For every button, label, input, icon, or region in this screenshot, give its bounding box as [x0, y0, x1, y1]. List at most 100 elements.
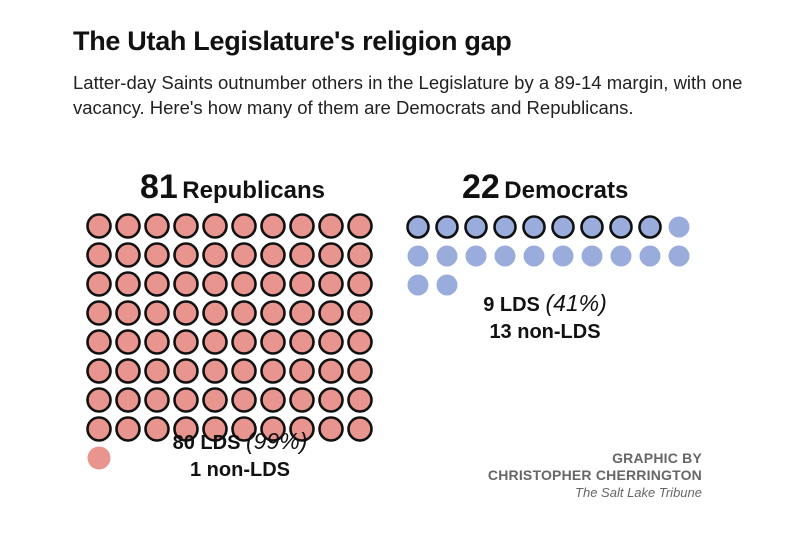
republican-lds-dot: [260, 387, 286, 413]
democrat-non-lds-label: 13 non-LDS: [489, 321, 601, 343]
republican-lds-dot: [202, 300, 228, 326]
republican-lds-dot: [260, 416, 286, 442]
graphic-credit: GRAPHIC BY CHRISTOPHER CHERRINGTON The S…: [488, 450, 702, 501]
republican-lds-dot: [115, 387, 141, 413]
republican-lds-dot: [144, 416, 170, 442]
democrat-non-lds-dot: [523, 245, 545, 267]
credit-line-1: GRAPHIC BY: [612, 450, 702, 466]
republican-lds-dot: [144, 213, 170, 239]
democrat-non-lds-dot: [436, 274, 458, 296]
republican-lds-dot: [115, 300, 141, 326]
democrat-non-lds-dot: [668, 245, 690, 267]
democrat-non-lds-dot: [610, 245, 632, 267]
democrat-label: Democrats: [504, 177, 629, 204]
republican-lds-dot: [86, 213, 112, 239]
republican-lds-dot: [318, 213, 344, 239]
democrat-non-lds-dot: [436, 245, 458, 267]
republican-lds-dot: [260, 300, 286, 326]
republican-lds-dot: [173, 271, 199, 297]
republican-lds-dot: [173, 242, 199, 268]
republican-lds-dot: [347, 358, 373, 384]
republican-lds-dot: [289, 329, 315, 355]
republican-lds-dot: [115, 271, 141, 297]
republican-count: 81: [140, 168, 178, 206]
republican-lds-dot: [289, 416, 315, 442]
democrat-non-lds-dot: [581, 245, 603, 267]
republican-lds-dot: [347, 416, 373, 442]
democrat-lds-dot: [522, 215, 546, 239]
democrat-non-lds-dot: [668, 216, 690, 238]
republican-lds-dot: [173, 300, 199, 326]
chart-title: The Utah Legislature's religion gap: [73, 26, 512, 56]
republican-lds-dot: [289, 358, 315, 384]
credit-publication: The Salt Lake Tribune: [575, 485, 702, 500]
republican-lds-dot: [318, 271, 344, 297]
republican-lds-dot: [260, 242, 286, 268]
republican-lds-dot: [115, 358, 141, 384]
republican-lds-dot: [231, 271, 257, 297]
democrat-stats: 9 LDS (41%) 13 non-LDS: [470, 290, 620, 346]
republican-lds-dot: [260, 213, 286, 239]
republican-lds-dot: [260, 271, 286, 297]
republican-lds-dot: [86, 387, 112, 413]
republican-lds-dot: [173, 358, 199, 384]
republican-lds-dot: [86, 242, 112, 268]
republican-lds-dot: [144, 271, 170, 297]
republican-non-lds-dot: [87, 446, 111, 470]
democrat-lds-dot: [435, 215, 459, 239]
republican-lds-dot: [173, 329, 199, 355]
democrat-lds-dot: [638, 215, 662, 239]
republican-lds-dot: [347, 271, 373, 297]
republican-lds-dot: [202, 416, 228, 442]
republican-lds-dot: [260, 329, 286, 355]
credit-author: CHRISTOPHER CHERRINGTON: [487, 467, 702, 483]
democrat-non-lds-dot: [552, 245, 574, 267]
republican-lds-dot: [202, 358, 228, 384]
republican-lds-dot: [202, 213, 228, 239]
republican-lds-dot: [347, 213, 373, 239]
republican-lds-dot: [86, 358, 112, 384]
republican-lds-dot: [231, 300, 257, 326]
democrat-lds-dot: [493, 215, 517, 239]
republican-lds-dot: [289, 300, 315, 326]
republican-lds-dot: [173, 416, 199, 442]
republican-lds-dot: [115, 213, 141, 239]
republican-lds-dot: [202, 387, 228, 413]
republican-lds-dot: [347, 387, 373, 413]
republican-lds-dot: [231, 242, 257, 268]
democrat-non-lds-dot: [494, 245, 516, 267]
republican-lds-dot: [115, 242, 141, 268]
republican-lds-dot: [86, 329, 112, 355]
republican-label: Republicans: [182, 177, 325, 204]
republican-lds-dot: [318, 387, 344, 413]
republican-lds-label: 80 LDS: [172, 432, 241, 454]
republican-lds-dot: [260, 358, 286, 384]
democrat-count: 22: [462, 168, 500, 206]
republican-lds-dot: [144, 329, 170, 355]
republican-lds-dot: [144, 242, 170, 268]
republican-lds-dot: [173, 387, 199, 413]
democrat-waffle: [406, 215, 690, 296]
republican-lds-dot: [115, 329, 141, 355]
republican-lds-dot: [231, 213, 257, 239]
republican-non-lds-label: 1 non-LDS: [190, 459, 290, 481]
democrat-lds-dot: [580, 215, 604, 239]
republican-lds-dot: [289, 213, 315, 239]
republican-lds-dot: [318, 416, 344, 442]
republican-lds-dot: [173, 213, 199, 239]
republican-lds-dot: [347, 300, 373, 326]
republican-lds-dot: [202, 271, 228, 297]
republican-lds-dot: [289, 387, 315, 413]
republican-lds-dot: [318, 242, 344, 268]
republican-lds-dot: [231, 387, 257, 413]
democrat-lds-dot: [406, 215, 430, 239]
democrat-lds-pct: (41%): [545, 290, 607, 316]
republican-stats: 80 LDS (99%) 1 non-LDS: [150, 428, 330, 484]
republican-heading: 81 Republicans: [140, 168, 325, 207]
republican-lds-dot: [231, 358, 257, 384]
republican-lds-dot: [144, 300, 170, 326]
republican-lds-dot: [202, 242, 228, 268]
republican-lds-dot: [144, 358, 170, 384]
democrat-heading: 22 Democrats: [462, 168, 628, 207]
